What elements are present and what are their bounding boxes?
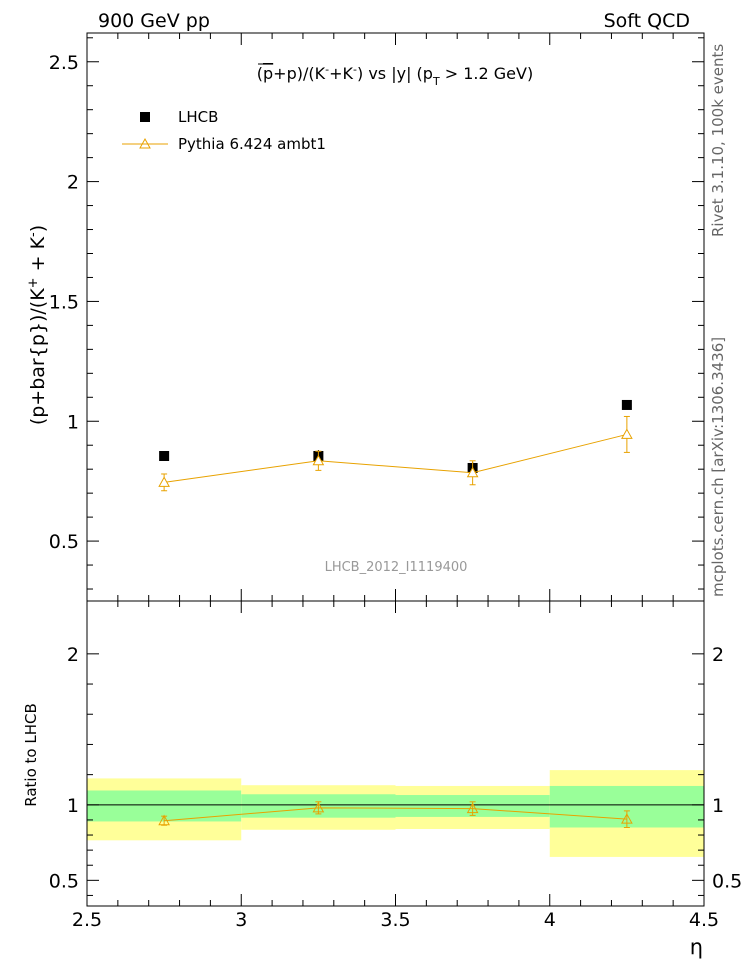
main-series (158, 399, 633, 492)
ratio-pythia-point (621, 813, 633, 824)
x-tick-label: 4.5 (689, 909, 719, 931)
main-y-tick-label: 1 (67, 411, 79, 433)
ratio-y-tick-label-right: 0.5 (712, 870, 742, 892)
ratio-x-axis: 2.5 3 3.5 4 4.5 (72, 601, 719, 931)
main-y-tick-label: 2 (67, 172, 79, 194)
legend-pythia-marker (139, 137, 151, 149)
pythia-point (466, 466, 479, 478)
pythia-point (621, 428, 633, 439)
ratio-y-tick-label: 2 (67, 644, 79, 666)
lhcb-data-point (621, 399, 632, 410)
ratio-y-tick-label: 1 (67, 795, 79, 817)
ratio-pythia-point (312, 801, 325, 813)
x-tick-label: 2.5 (72, 909, 102, 931)
pythia-point (158, 476, 170, 487)
legend: LHCB Pythia 6.424 ambt1 (122, 108, 326, 153)
header-left-label: 900 GeV pp (98, 10, 210, 32)
legend-pythia-label: Pythia 6.424 ambt1 (178, 135, 326, 153)
legend-lhcb-marker (140, 112, 150, 122)
ratio-pythia-point (158, 814, 170, 826)
header-right-label: Soft QCD (604, 10, 690, 32)
x-tick-label: 3.5 (380, 909, 410, 931)
ratio-y-tick-label-right: 1 (712, 795, 724, 817)
pythia-line (164, 433, 627, 483)
ratio-frame (86, 600, 705, 907)
rivet-version-label: Rivet 3.1.10, 100k events (709, 44, 727, 237)
ratio-bands (87, 770, 704, 857)
ratio-series (158, 801, 633, 828)
main-y-tick-label: 2.5 (49, 52, 79, 74)
x-tick-label: 3 (235, 909, 247, 931)
mcplots-label: mcplots.cern.ch [arXiv:1306.3436] (709, 337, 727, 597)
x-tick-label: 4 (544, 909, 556, 931)
ratio-panel: 0.5 0.5 1 1 2 2 2.5 3 3.5 4 4.5 Ratio to LHCB η (22, 600, 742, 959)
ratio-pythia-point (466, 802, 479, 814)
main-y-tick-label: 0.5 (49, 531, 79, 553)
lhcb-data-point (159, 451, 170, 462)
ratio-y-label: Ratio to LHCB (22, 703, 40, 807)
analysis-watermark: LHCB_2012_I1119400 (325, 560, 468, 575)
ratio-pythia-line (164, 807, 627, 822)
legend-lhcb-label: LHCB (178, 108, 218, 126)
main-title: (p+p)/(K-+K-) vs |y| (pT > 1.2 GeV) (257, 63, 533, 88)
main-y-tick-label: 1.5 (49, 291, 79, 313)
main-y-axis: 0.5 1 1.5 2 2.5 (49, 37, 704, 590)
pythia-point (312, 454, 325, 466)
main-x-ticks (86, 33, 705, 601)
main-y-label: (p+bar{p})/(K+ + K-) (26, 225, 49, 425)
main-panel: 0.5 1 1.5 2 2.5 (p+p)/(K-+K-) vs |y| (pT > 1… (26, 32, 705, 602)
ratio-y-tick-label: 0.5 (49, 870, 79, 892)
ratio-y-axis: 0.5 0.5 1 1 2 2 (49, 644, 742, 896)
x-axis-label: η (690, 935, 703, 959)
ratio-y-tick-label-right: 2 (712, 644, 724, 666)
